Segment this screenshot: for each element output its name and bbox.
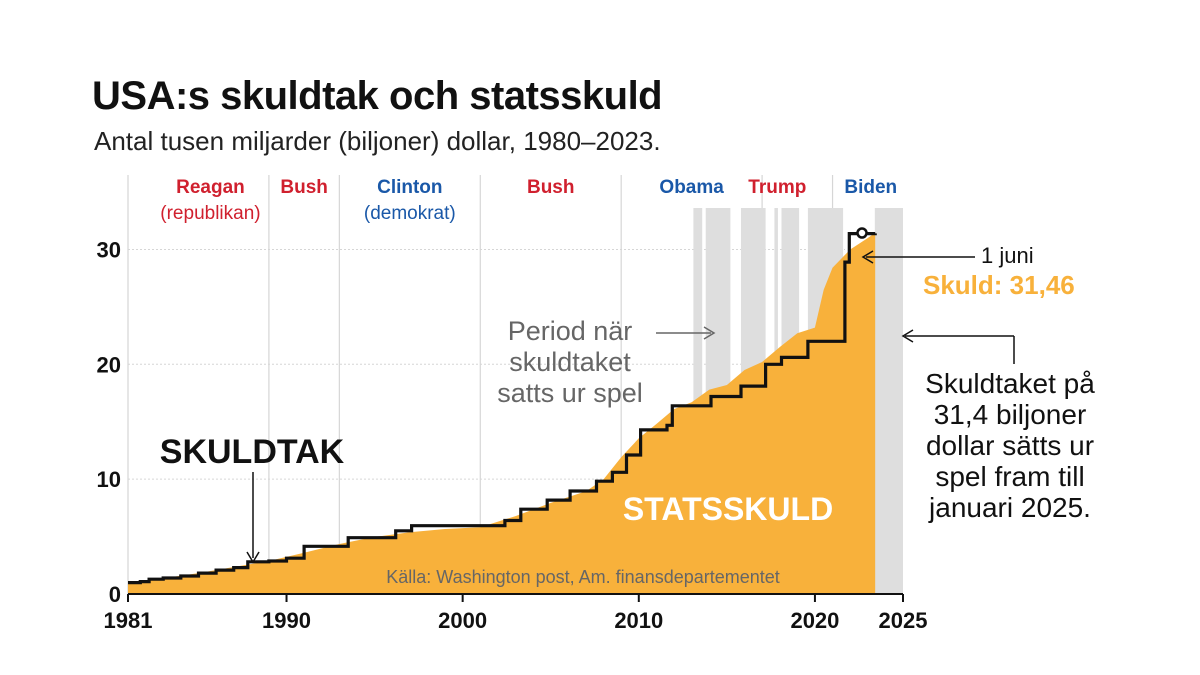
suspended-arrow-head — [703, 326, 716, 340]
president-party: (demokrat) — [364, 203, 456, 224]
suspended-label-line2: skuldtaket — [509, 347, 631, 377]
note-line-1: Skuldtaket på — [925, 368, 1095, 399]
suspended-label-line1: Period när — [508, 316, 633, 346]
debt-label: STATSSKULD — [623, 491, 833, 527]
note-line-4: spel fram till — [935, 461, 1084, 492]
president-name: Biden — [844, 177, 897, 198]
president-name: Clinton — [377, 177, 442, 198]
president-name: Trump — [748, 177, 806, 198]
president-name: Bush — [280, 177, 328, 198]
axes: 1981 1990 2000 2010 2020 2025 0 10 20 30 — [97, 237, 928, 633]
president-labels: Reagan (republikan) Bush Clinton (demokrat) B… — [160, 177, 897, 224]
suspended-label-line3: satts ur spel — [497, 378, 643, 408]
note-arrow-head — [901, 329, 914, 343]
note-line-2: 31,4 biljoner — [934, 399, 1087, 430]
x-tick-label: 2010 — [614, 608, 663, 633]
latest-point-marker — [856, 227, 868, 239]
ceiling-label: SKULDTAK — [160, 433, 345, 471]
page-subtitle: Antal tusen miljarder (biljoner) dollar,… — [94, 126, 661, 156]
president-name: Bush — [527, 177, 575, 198]
x-tick-label: 1990 — [262, 608, 311, 633]
suspension-band — [874, 208, 903, 594]
latest-value-label: Skuld: 31,46 — [923, 270, 1075, 300]
debt-area — [128, 232, 876, 594]
x-tick-label: 2025 — [879, 608, 928, 633]
ceiling-step-line — [128, 232, 877, 585]
note-line-3: dollar sätts ur — [926, 430, 1094, 461]
president-party: (republikan) — [160, 203, 260, 224]
latest-date-label: 1 juni — [981, 243, 1034, 268]
y-tick-label: 20 — [97, 352, 121, 377]
ceiling-arrow-head — [246, 551, 260, 564]
note-line-5: januari 2025. — [928, 492, 1091, 523]
president-name: Reagan — [176, 177, 245, 198]
y-tick-label: 30 — [97, 237, 121, 262]
debt-area-shape — [128, 232, 876, 594]
latest-arrow-head — [861, 250, 874, 264]
page-title: USA:s skuldtak och statsskuld — [92, 74, 663, 118]
x-tick-label: 2020 — [790, 608, 839, 633]
y-tick-label: 10 — [97, 467, 121, 492]
x-tick-label: 1981 — [104, 608, 153, 633]
x-tick-label: 2000 — [438, 608, 487, 633]
source-label: Källa: Washington post, Am. finansdepart… — [386, 567, 780, 587]
y-tick-label: 0 — [109, 582, 121, 607]
president-name: Obama — [659, 177, 724, 198]
